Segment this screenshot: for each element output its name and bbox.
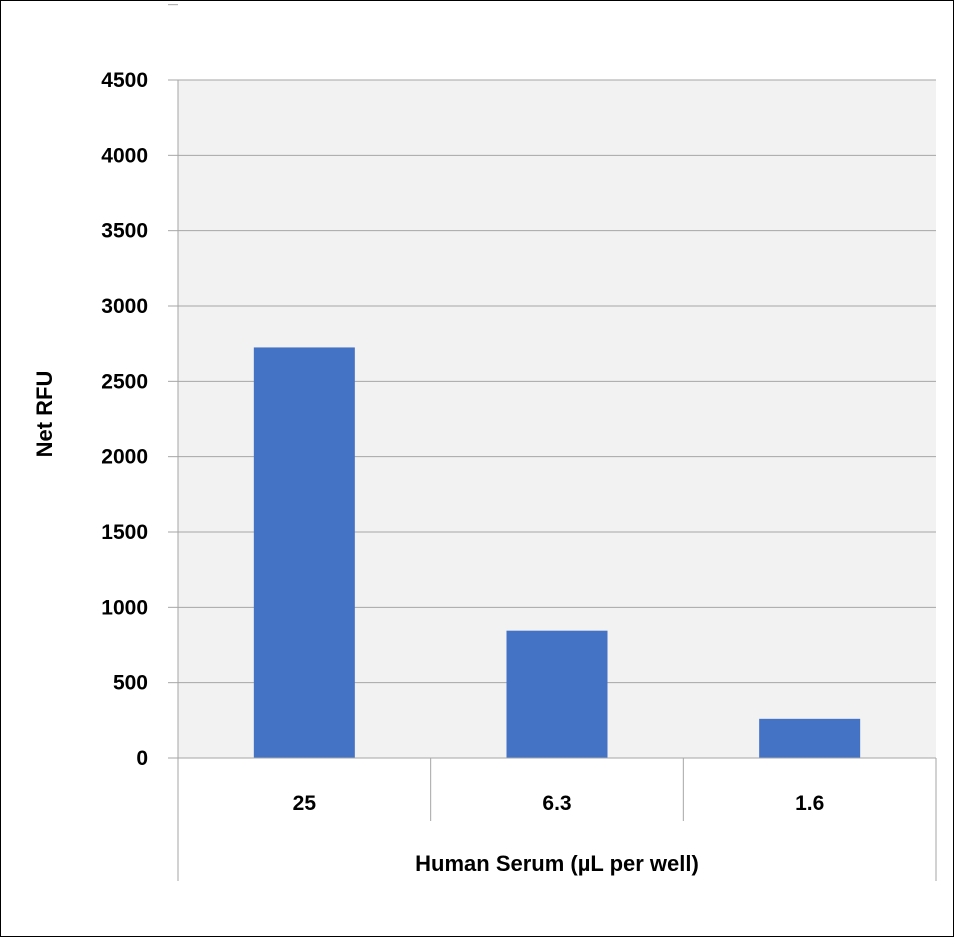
y-tick-label: 500 bbox=[113, 672, 148, 695]
x-tick-label: 1.6 bbox=[795, 792, 824, 815]
y-tick-label: 4000 bbox=[101, 144, 148, 167]
y-tick-label: 0 bbox=[136, 747, 148, 770]
y-tick-label: 1000 bbox=[101, 596, 148, 619]
x-tick-labels: 25 6.3 1.6 bbox=[293, 792, 825, 815]
y-tick-label: 2000 bbox=[101, 446, 148, 469]
bar-25 bbox=[253, 347, 355, 758]
x-tick-label: 25 bbox=[293, 792, 317, 815]
x-tick-label: 6.3 bbox=[542, 792, 571, 815]
x-axis-title: Human Serum (µL per well) bbox=[415, 851, 699, 876]
axes bbox=[168, 4, 937, 881]
y-tick-label: 3000 bbox=[101, 295, 148, 318]
y-axis-title: Net RFU bbox=[32, 371, 57, 458]
y-tick-label: 3500 bbox=[101, 220, 148, 243]
y-tick-label: 1500 bbox=[101, 521, 148, 544]
y-tick-label: 4500 bbox=[101, 69, 148, 92]
bars bbox=[253, 347, 861, 758]
bar-6.3 bbox=[506, 630, 608, 758]
y-tick-labels: 0 500 1000 1500 2000 2500 3000 3500 4000 4500 bbox=[101, 69, 148, 770]
bar-1.6 bbox=[759, 718, 861, 758]
y-tick-label: 2500 bbox=[101, 370, 148, 393]
